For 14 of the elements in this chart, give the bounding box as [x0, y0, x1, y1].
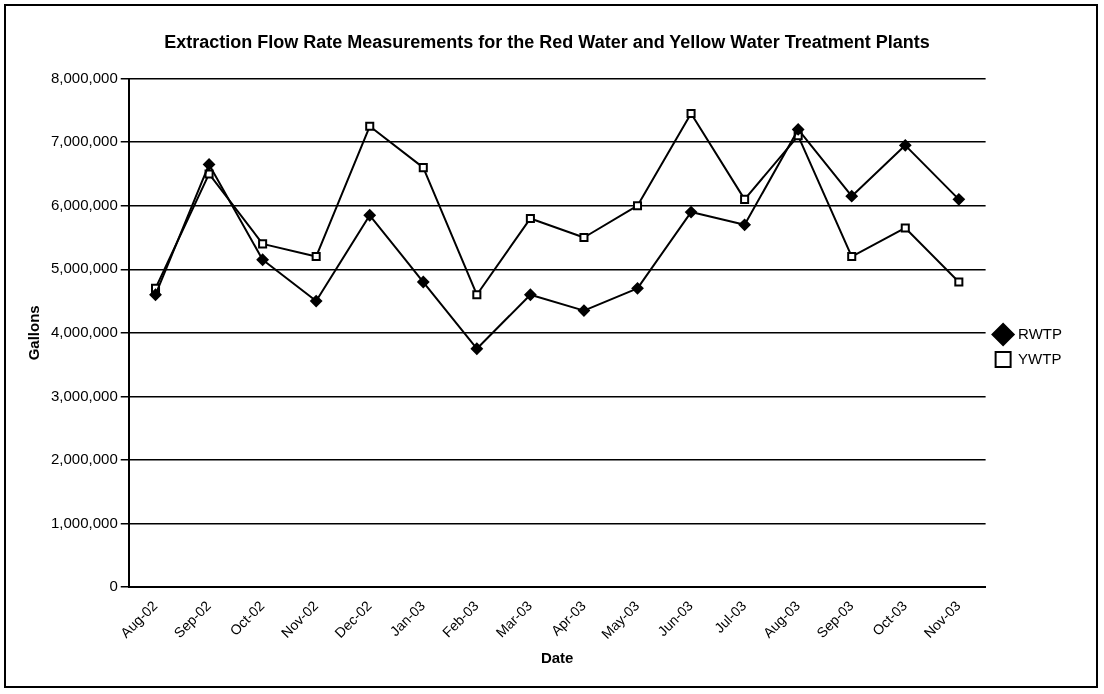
chart-title: Extraction Flow Rate Measurements for the Red Water and Yellow Water Treatment Plants: [164, 31, 930, 52]
y-tick-label: 5,000,000: [51, 259, 118, 277]
y-tick-label: 1,000,000: [51, 513, 118, 531]
y-tick-label: 7,000,000: [51, 132, 118, 150]
y-tick-label: 0: [109, 577, 118, 595]
y-tick-label: 6,000,000: [51, 195, 118, 213]
y-tick-label: 4,000,000: [51, 323, 118, 340]
y-tick-label: 2,000,000: [51, 450, 118, 468]
y-axis-title: Gallons: [25, 305, 43, 361]
y-tick-label: 8,000,000: [51, 68, 118, 86]
legend-label: RWTP: [1018, 324, 1062, 342]
y-tick-label: 3,000,000: [51, 386, 118, 404]
legend-label: YWTP: [1018, 349, 1062, 367]
x-axis-title: Date: [540, 649, 574, 667]
